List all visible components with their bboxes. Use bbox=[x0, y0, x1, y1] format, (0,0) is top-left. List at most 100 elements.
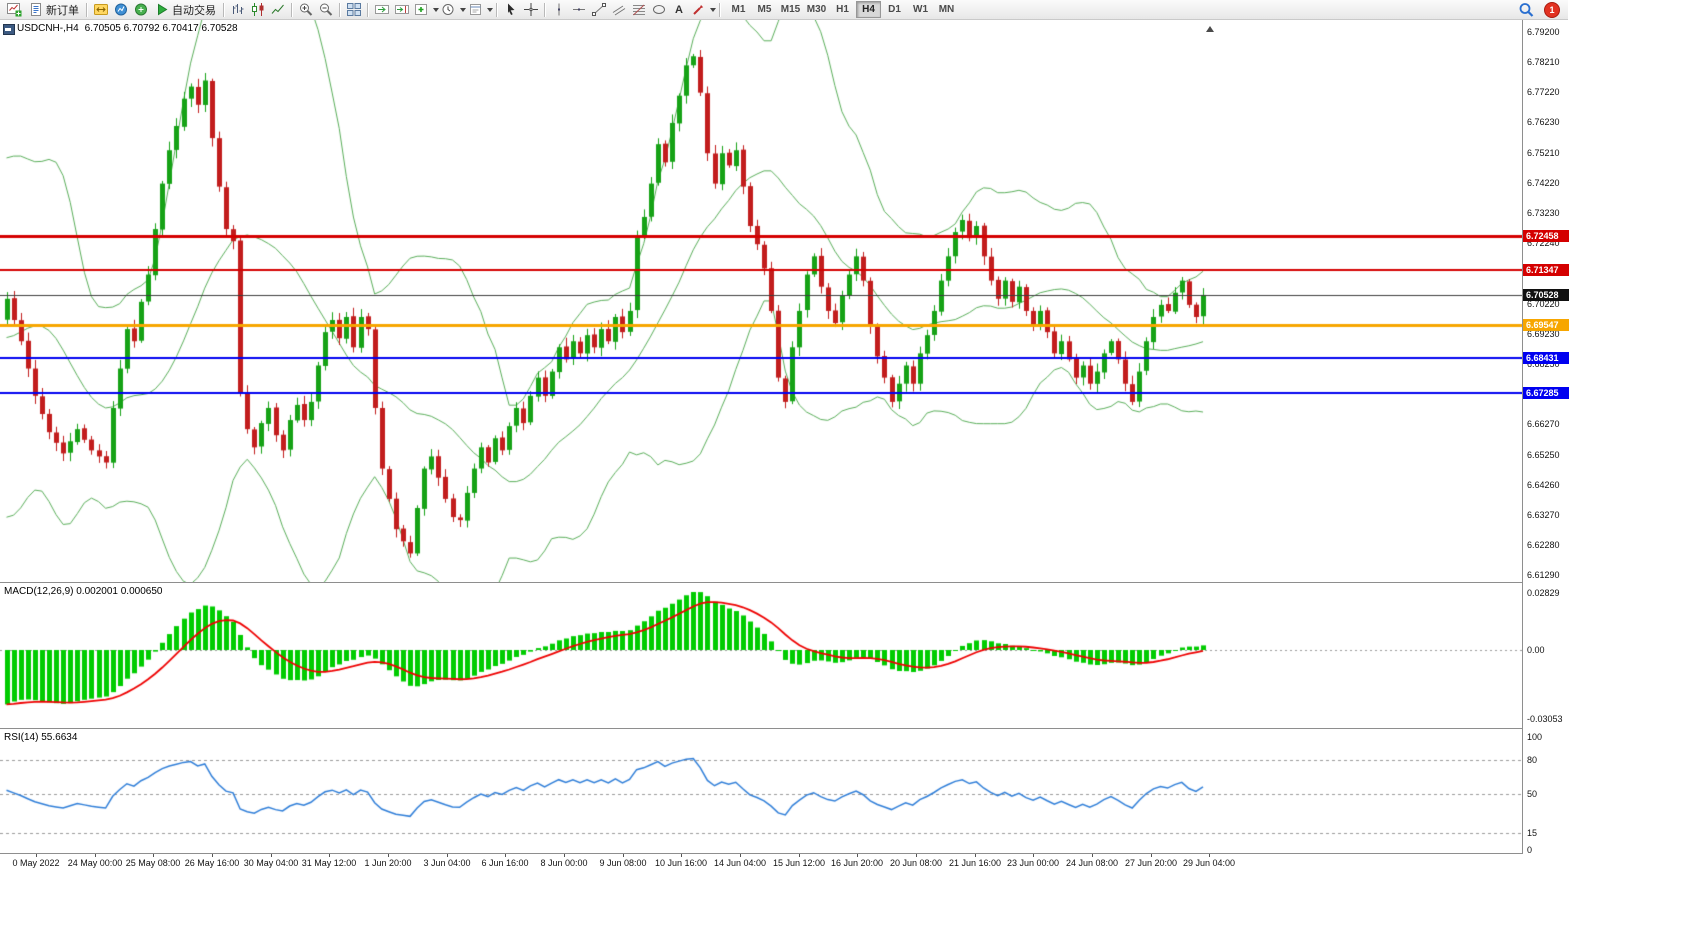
time-axis-label: 16 Jun 20:00 bbox=[830, 858, 884, 868]
level-price-badge: 6.67285 bbox=[1523, 387, 1569, 400]
time-axis-label: 24 Jun 08:00 bbox=[1065, 858, 1119, 868]
timeframe-button-h4[interactable]: H4 bbox=[856, 1, 881, 18]
search-icon[interactable] bbox=[1516, 1, 1536, 18]
time-axis-label: 20 Jun 08:00 bbox=[889, 858, 943, 868]
cursor-icon[interactable] bbox=[501, 1, 521, 18]
time-axis-label: 30 May 04:00 bbox=[243, 858, 299, 868]
new-order-label: 新订单 bbox=[46, 4, 79, 17]
timeframe-button-m5[interactable]: M5 bbox=[757, 4, 772, 15]
new-order-button[interactable]: 新订单 bbox=[24, 1, 83, 18]
rsi-axis-label: 50 bbox=[1527, 788, 1538, 799]
tile-windows-icon[interactable] bbox=[344, 1, 364, 18]
time-axis[interactable]: 0 May 2022 24 May 00:00 25 May 08:00 26 May… bbox=[0, 854, 1522, 878]
zoom-out-icon[interactable] bbox=[316, 1, 336, 18]
rsi-axis-label: 100 bbox=[1527, 732, 1543, 742]
level-price-badge: 6.69547 bbox=[1523, 318, 1569, 331]
indicators-icon[interactable] bbox=[412, 1, 432, 18]
candlestick-chart-icon[interactable] bbox=[248, 1, 268, 18]
time-tick-mark bbox=[388, 854, 389, 857]
time-tick-mark bbox=[681, 854, 682, 857]
periods-dropdown-caret[interactable] bbox=[460, 7, 466, 12]
level-price-badge: 6.71347 bbox=[1523, 264, 1569, 277]
data-window-icon[interactable] bbox=[131, 1, 151, 18]
templates-icon[interactable] bbox=[466, 1, 486, 18]
text-tool-icon[interactable]: A bbox=[675, 3, 683, 16]
toolbar-separator bbox=[544, 2, 546, 17]
chart-shift-marker-icon[interactable] bbox=[1206, 26, 1214, 32]
arrows-dropdown-caret[interactable] bbox=[710, 7, 716, 12]
trendline-icon[interactable] bbox=[589, 1, 609, 18]
pane-divider[interactable] bbox=[0, 582, 1568, 583]
timeframe-button-h1[interactable]: H1 bbox=[836, 4, 849, 15]
time-axis-label: 0 May 2022 bbox=[12, 858, 60, 868]
time-tick-mark bbox=[857, 854, 858, 857]
macd-canvas[interactable] bbox=[0, 583, 1522, 728]
time-tick-mark bbox=[916, 854, 917, 857]
time-axis-label: 8 Jun 00:00 bbox=[540, 858, 588, 868]
time-axis-label: 24 May 00:00 bbox=[67, 858, 123, 868]
periods-icon[interactable] bbox=[439, 1, 459, 18]
time-tick-mark bbox=[1209, 854, 1210, 857]
arrows-icon[interactable] bbox=[689, 1, 709, 18]
crosshair-icon[interactable] bbox=[521, 1, 541, 18]
toolbar-separator bbox=[719, 2, 721, 17]
autotrade-button[interactable]: 自动交易 bbox=[151, 1, 220, 18]
horizontal-line-icon[interactable] bbox=[569, 1, 589, 18]
timeframe-button-m1[interactable]: M1 bbox=[731, 4, 746, 15]
price-tick-label: 6.64260 bbox=[1527, 479, 1560, 490]
auto-scroll-icon[interactable] bbox=[372, 1, 392, 18]
autotrade-icon bbox=[155, 1, 169, 18]
price-tick-label: 6.70220 bbox=[1527, 299, 1560, 310]
timeframe-group: M1 M5 M15 M30 H1 H4 D1 W1 MN bbox=[726, 1, 959, 18]
time-tick-mark bbox=[329, 854, 330, 857]
line-chart-icon[interactable] bbox=[268, 1, 288, 18]
timeframe-button-w1[interactable]: W1 bbox=[913, 4, 928, 15]
time-tick-mark bbox=[623, 854, 624, 857]
timeframe-button-mn[interactable]: MN bbox=[938, 4, 955, 15]
time-tick-mark bbox=[153, 854, 154, 857]
time-axis-label: 9 Jun 08:00 bbox=[599, 858, 647, 868]
time-tick-mark bbox=[505, 854, 506, 857]
chart-shift-icon[interactable] bbox=[392, 1, 412, 18]
level-price-badge: 6.72458 bbox=[1523, 230, 1569, 243]
toolbar-separator bbox=[291, 2, 293, 17]
new-chart-icon[interactable] bbox=[4, 1, 24, 18]
channel-icon[interactable] bbox=[609, 1, 629, 18]
timeframe-button-m15[interactable]: M15 bbox=[780, 4, 801, 15]
metaeditor-icon[interactable] bbox=[91, 1, 111, 18]
price-tick-label: 6.79200 bbox=[1527, 27, 1560, 37]
rsi-axis-label: 80 bbox=[1527, 754, 1538, 765]
time-axis-label: 1 Jun 20:00 bbox=[364, 858, 412, 868]
time-axis-label: 3 Jun 04:00 bbox=[423, 858, 471, 868]
rsi-canvas[interactable] bbox=[0, 729, 1522, 853]
templates-dropdown-caret[interactable] bbox=[487, 7, 493, 12]
time-axis-label: 23 Jun 00:00 bbox=[1006, 858, 1060, 868]
macd-axis-label: 0.02829 bbox=[1527, 588, 1560, 598]
pane-divider[interactable] bbox=[0, 728, 1568, 729]
time-tick-mark bbox=[740, 854, 741, 857]
price-tick-label: 6.77220 bbox=[1527, 87, 1560, 98]
vertical-line-icon[interactable] bbox=[549, 1, 569, 18]
timeframe-button-d1[interactable]: D1 bbox=[888, 4, 901, 15]
chart-window-icon[interactable] bbox=[3, 24, 15, 35]
shapes-icon[interactable] bbox=[649, 1, 669, 18]
time-tick-mark bbox=[1151, 854, 1152, 857]
zoom-in-icon[interactable] bbox=[296, 1, 316, 18]
bar-chart-icon[interactable] bbox=[228, 1, 248, 18]
timeframe-button-m30[interactable]: M30 bbox=[806, 4, 827, 15]
macd-axis-label: -0.03053 bbox=[1527, 714, 1563, 724]
toolbar: 新订单 自动交易 bbox=[0, 0, 1568, 20]
time-axis-label: 25 May 08:00 bbox=[125, 858, 181, 868]
indicators-dropdown-caret[interactable] bbox=[433, 7, 439, 12]
notification-badge[interactable]: 1 bbox=[1544, 1, 1560, 18]
time-tick-mark bbox=[95, 854, 96, 857]
main-chart-canvas[interactable] bbox=[0, 20, 1522, 582]
time-tick-mark bbox=[564, 854, 565, 857]
fibonacci-icon[interactable] bbox=[629, 1, 649, 18]
autotrade-label: 自动交易 bbox=[172, 4, 216, 17]
price-axis[interactable]: 6.79200 6.78210 6.77220 6.76230 6.75210 6.742… bbox=[1522, 20, 1569, 855]
market-watch-icon[interactable] bbox=[111, 1, 131, 18]
pane-divider bbox=[0, 853, 1568, 854]
new-order-icon bbox=[28, 1, 43, 18]
toolbar-separator bbox=[339, 2, 341, 17]
